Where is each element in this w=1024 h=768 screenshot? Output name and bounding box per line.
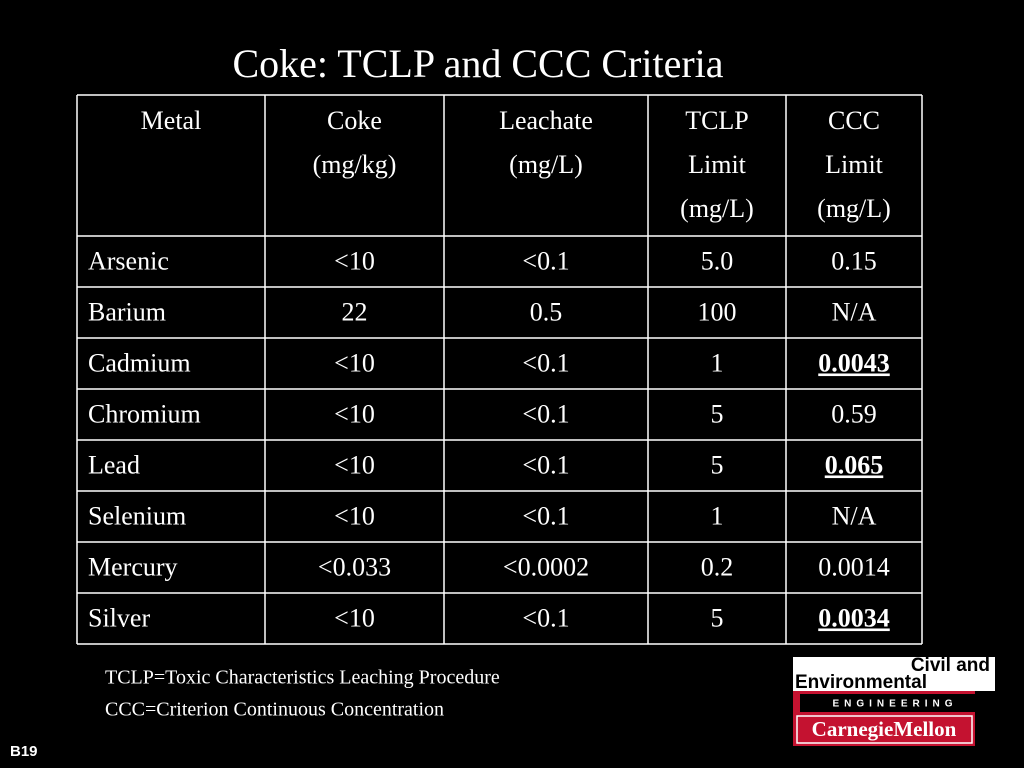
- table: Metal Coke (mg/kg) Leachate (mg/L) TCLP Limit (…: [76, 94, 923, 645]
- cell: <10: [334, 603, 375, 632]
- row-label: Selenium: [88, 501, 186, 530]
- row-label: Arsenic: [88, 246, 169, 275]
- cell: <0.0002: [503, 552, 589, 581]
- note: TCLP=Toxic Characteristics Leaching Proc…: [105, 667, 500, 689]
- cell: <0.1: [522, 399, 569, 428]
- logo-text: Environmental: [795, 672, 927, 693]
- header-cell: (mg/L): [509, 150, 583, 179]
- cell: 0.15: [831, 246, 877, 275]
- cell: 0.0034: [818, 603, 890, 632]
- header-cell: (mg/L): [680, 194, 754, 223]
- row-label: Chromium: [88, 399, 201, 428]
- cell: 0.0014: [818, 552, 890, 581]
- header-cell: Coke: [327, 106, 382, 135]
- cell: <10: [334, 348, 375, 377]
- cell: N/A: [832, 501, 877, 530]
- cell: 5.0: [701, 246, 734, 275]
- header-cell: CCC: [828, 106, 880, 135]
- cell: <10: [334, 450, 375, 479]
- cell: N/A: [832, 297, 877, 326]
- cell: <0.1: [522, 501, 569, 530]
- header-cell: (mg/L): [817, 194, 891, 223]
- cell: <0.1: [522, 603, 569, 632]
- cell: <10: [334, 399, 375, 428]
- cell: 0.2: [701, 552, 734, 581]
- logo-bg: [793, 657, 995, 691]
- logo-band: [800, 694, 992, 712]
- cell: <0.033: [318, 552, 391, 581]
- cell: 5: [711, 603, 724, 632]
- logo-text: CarnegieMellon: [812, 717, 957, 741]
- row-label: Barium: [88, 297, 166, 326]
- cell: 1: [711, 501, 724, 530]
- cell: 0.59: [831, 399, 877, 428]
- header-cell: Leachate: [499, 106, 593, 135]
- cell: <10: [334, 501, 375, 530]
- header-cell: TCLP: [685, 106, 749, 135]
- cell: 100: [698, 297, 737, 326]
- cell: 1: [711, 348, 724, 377]
- cell: 5: [711, 450, 724, 479]
- note: CCC=Criterion Continuous Concentration: [105, 699, 444, 721]
- cell: <0.1: [522, 246, 569, 275]
- logo: Civil and Environmental ENGINEERING Carn…: [793, 655, 995, 746]
- slide-number: B19: [10, 743, 38, 760]
- row-label: Cadmium: [88, 348, 191, 377]
- cell: 0.0043: [818, 348, 890, 377]
- cell: <0.1: [522, 348, 569, 377]
- cell: 5: [711, 399, 724, 428]
- logo-box: [796, 715, 973, 744]
- cell: 22: [342, 297, 368, 326]
- cell: <0.1: [522, 450, 569, 479]
- header-cell: Metal: [141, 106, 202, 135]
- cell: 0.5: [530, 297, 563, 326]
- header-cell: (mg/kg): [313, 150, 397, 179]
- logo-text: Civil and: [911, 655, 990, 676]
- row-label: Mercury: [88, 552, 178, 581]
- row-label: Lead: [88, 450, 140, 479]
- title: Coke: TCLP and CCC Criteria: [232, 41, 723, 86]
- cell: 0.065: [825, 450, 884, 479]
- logo-text: ENGINEERING: [832, 699, 957, 710]
- header-cell: Limit: [688, 150, 747, 179]
- row-label: Silver: [88, 603, 150, 632]
- cell: <10: [334, 246, 375, 275]
- header-cell: Limit: [825, 150, 884, 179]
